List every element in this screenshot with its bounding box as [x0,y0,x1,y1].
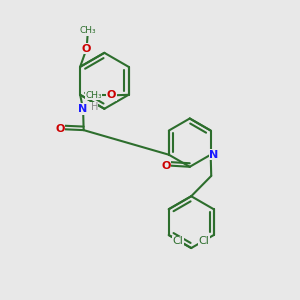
Text: O: O [55,124,64,134]
Text: O: O [82,44,91,54]
Text: O: O [161,160,171,171]
Text: CH₃: CH₃ [85,91,102,100]
Text: O: O [107,90,116,100]
Text: N: N [79,104,88,114]
Text: Cl: Cl [173,236,184,246]
Text: H: H [91,102,98,112]
Text: N: N [209,150,218,160]
Text: CH₃: CH₃ [80,26,96,35]
Text: Cl: Cl [199,236,210,246]
